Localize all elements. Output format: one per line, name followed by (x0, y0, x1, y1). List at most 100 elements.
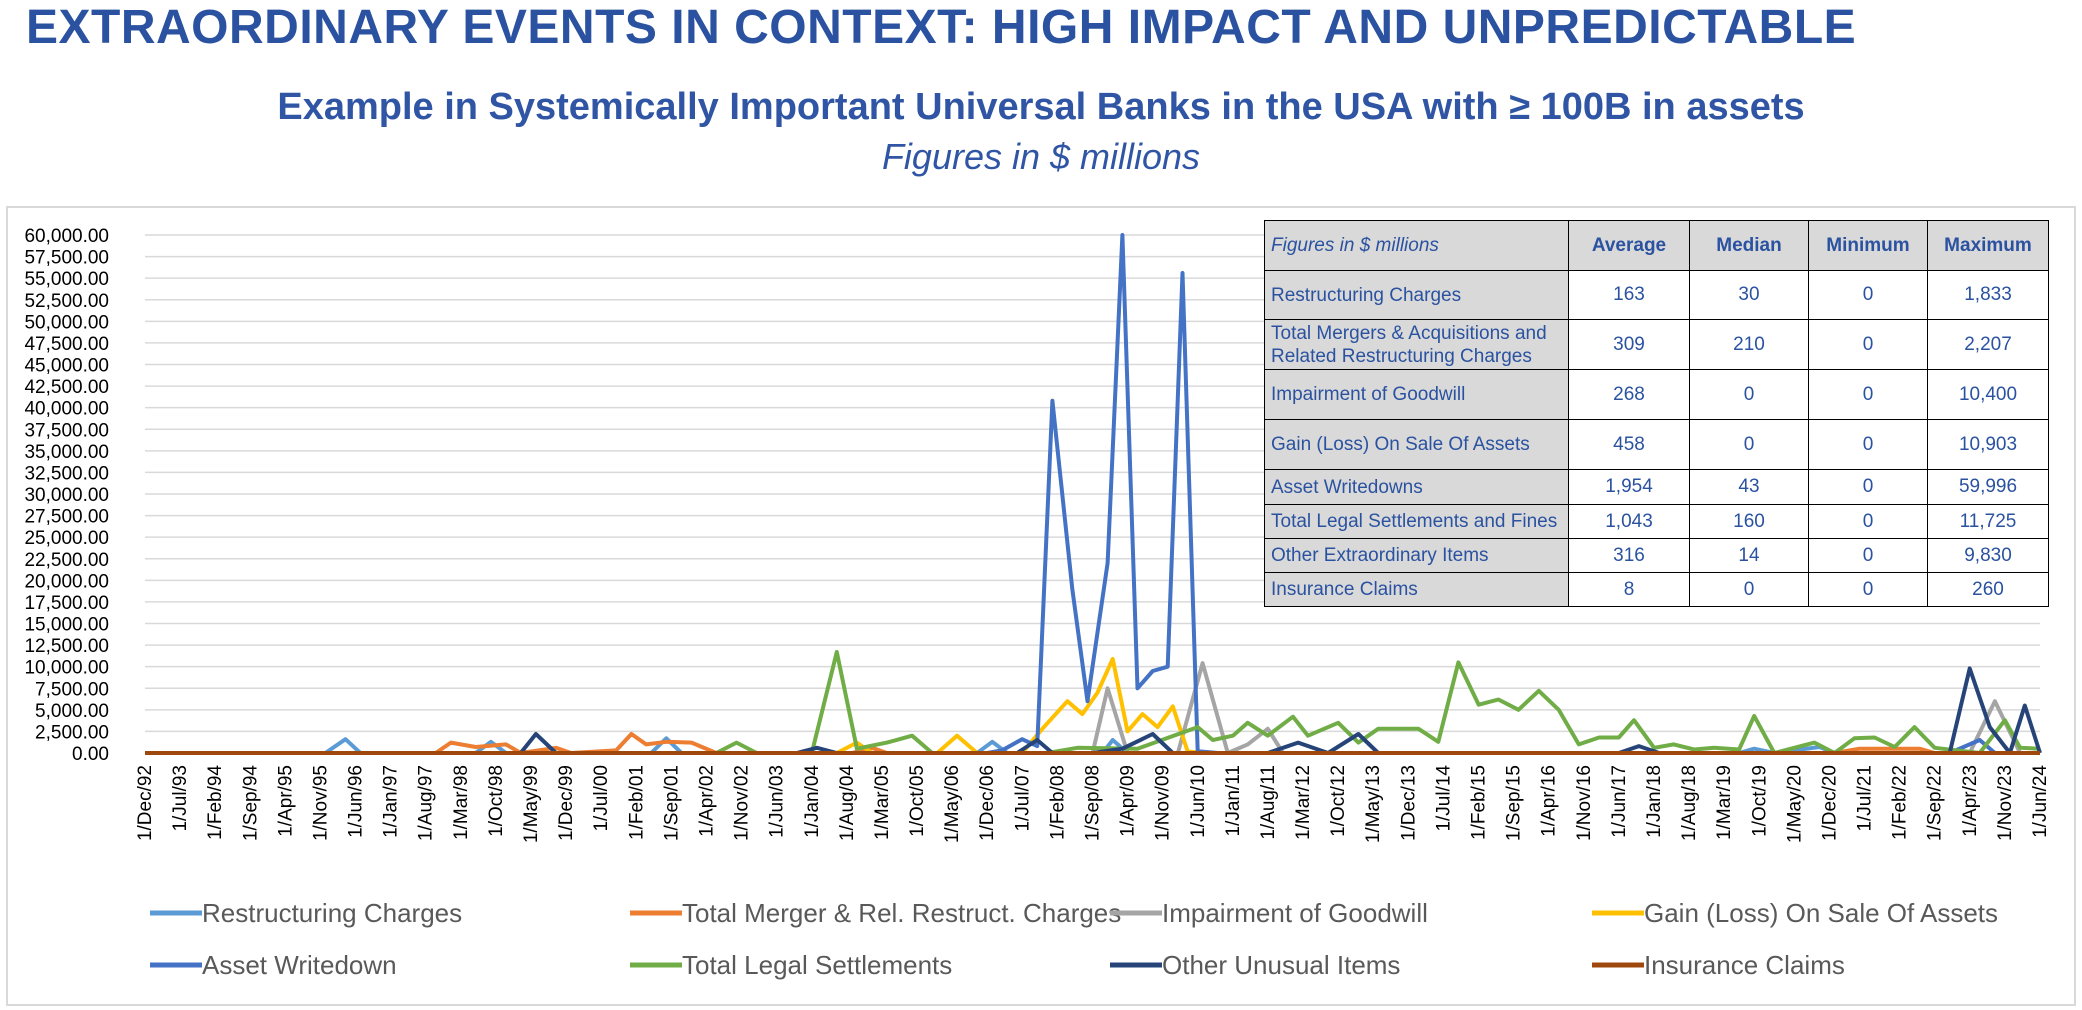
y-tick-label: 32,500.00 (24, 463, 109, 484)
cell-minimum: 0 (1808, 572, 1928, 607)
x-tick-label: 1/Nov/09 (1153, 765, 1174, 841)
x-tick-label: 1/Jun/96 (346, 765, 367, 838)
table-row: Restructuring Charges 163 30 0 1,833 (1264, 270, 2049, 320)
y-tick-label: 25,000.00 (24, 528, 109, 549)
x-tick-label: 1/Oct/05 (907, 765, 928, 837)
y-tick-label: 22,500.00 (24, 550, 109, 571)
cell-maximum: 260 (1927, 572, 2049, 607)
x-tick-label: 1/Dec/06 (977, 765, 998, 841)
series-line-total-merger-rel-restruct-charges (145, 732, 2040, 755)
main-title: EXTRAORDINARY EVENTS IN CONTEXT: HIGH IM… (26, 1, 1857, 54)
cell-maximum: 1,833 (1927, 270, 2049, 320)
cell-median: 0 (1689, 369, 1809, 420)
y-tick-label: 15,000.00 (24, 615, 109, 636)
x-tick-label: 1/Jun/17 (1609, 765, 1630, 838)
table-row: Impairment of Goodwill 268 0 0 10,400 (1264, 369, 2049, 420)
row-label: Total Mergers & Acquisitions and Related… (1264, 319, 1569, 370)
cell-average: 163 (1568, 270, 1690, 320)
x-tick-label: 1/Oct/98 (486, 765, 507, 837)
y-tick-label: 60,000.00 (24, 226, 109, 247)
cell-maximum: 9,830 (1927, 538, 2049, 573)
row-label: Restructuring Charges (1264, 270, 1569, 320)
legend-label: Other Unusual Items (1162, 950, 1400, 980)
cell-minimum: 0 (1808, 369, 1928, 420)
y-tick-label: 50,000.00 (24, 312, 109, 333)
row-label: Other Extraordinary Items (1264, 538, 1569, 573)
legend-label: Total Legal Settlements (682, 950, 952, 980)
x-tick-label: 1/Sep/08 (1083, 765, 1104, 841)
cell-median: 160 (1689, 504, 1809, 539)
y-tick-label: 55,000.00 (24, 269, 109, 290)
y-tick-label: 40,000.00 (24, 399, 109, 420)
x-tick-label: 1/Nov/23 (1995, 765, 2016, 841)
x-tick-label: 1/Dec/99 (556, 765, 577, 841)
x-tick-label: 1/Jan/11 (1223, 765, 1244, 836)
cell-minimum: 0 (1808, 270, 1928, 320)
x-tick-label: 1/Dec/20 (1819, 765, 1840, 841)
x-tick-label: 1/Sep/22 (1925, 765, 1946, 841)
x-tick-label: 1/Mar/12 (1293, 765, 1314, 840)
x-tick-label: 1/Jul/00 (591, 765, 612, 832)
y-tick-label: 12,500.00 (24, 636, 109, 657)
x-tick-label: 1/Oct/19 (1749, 765, 1770, 837)
y-tick-label: 2,500.00 (35, 722, 109, 743)
cell-maximum: 10,903 (1927, 419, 2049, 470)
col-maximum: Maximum (1927, 220, 2049, 271)
y-tick-label: 47,500.00 (24, 334, 109, 355)
cell-median: 43 (1689, 469, 1809, 505)
cell-maximum: 2,207 (1927, 319, 2049, 370)
x-tick-label: 1/Sep/15 (1504, 765, 1525, 841)
cell-maximum: 59,996 (1927, 469, 2049, 505)
table-row: Other Extraordinary Items 316 14 0 9,830 (1264, 538, 2049, 573)
y-tick-label: 0.00 (72, 744, 109, 765)
cell-average: 309 (1568, 319, 1690, 370)
legend-label: Insurance Claims (1644, 950, 1845, 980)
x-tick-label: 1/May/13 (1363, 765, 1384, 843)
stats-header-row: Figures in $ millions Average Median Min… (1264, 220, 2049, 271)
col-average: Average (1568, 220, 1690, 271)
table-row: Asset Writedowns 1,954 43 0 59,996 (1264, 469, 2049, 505)
table-row: Total Mergers & Acquisitions and Related… (1264, 319, 2049, 370)
x-tick-label: 1/Aug/04 (837, 765, 858, 841)
x-tick-label: 1/Jan/04 (802, 765, 823, 838)
x-tick-label: 1/Dec/92 (135, 765, 156, 841)
legend-label: Restructuring Charges (202, 898, 462, 928)
stats-corner-label: Figures in $ millions (1264, 220, 1569, 271)
legend-label: Total Merger & Rel. Restruct. Charges (682, 898, 1121, 928)
cell-median: 30 (1689, 270, 1809, 320)
x-tick-label: 1/Nov/95 (310, 765, 331, 841)
x-tick-label: 1/Jan/97 (381, 765, 402, 838)
x-tick-label: 1/Apr/02 (696, 765, 717, 837)
x-tick-label: 1/Apr/16 (1539, 765, 1560, 837)
x-tick-label: 1/May/20 (1784, 765, 1805, 843)
x-tick-label: 1/Mar/98 (451, 765, 472, 840)
y-tick-label: 35,000.00 (24, 442, 109, 463)
x-tick-label: 1/Nov/02 (732, 765, 753, 841)
cell-average: 1,043 (1568, 504, 1690, 539)
cell-median: 0 (1689, 572, 1809, 607)
x-tick-label: 1/Mar/19 (1714, 765, 1735, 840)
x-tick-label: 1/Sep/01 (661, 765, 682, 841)
cell-average: 458 (1568, 419, 1690, 470)
stats-table: Figures in $ millions Average Median Min… (1264, 220, 2049, 607)
x-tick-label: 1/Jun/24 (2030, 765, 2051, 838)
series-line-other-unusual-items (145, 666, 2042, 755)
x-tick-label: 1/Aug/18 (1679, 765, 1700, 841)
y-tick-label: 17,500.00 (24, 593, 109, 614)
x-tick-label: 1/Mar/05 (872, 765, 893, 840)
cell-maximum: 10,400 (1927, 369, 2049, 420)
series-lines (145, 233, 2042, 755)
x-tick-label: 1/Feb/94 (205, 765, 226, 840)
y-tick-label: 37,500.00 (24, 420, 109, 441)
row-label: Impairment of Goodwill (1264, 369, 1569, 420)
cell-minimum: 0 (1808, 419, 1928, 470)
x-tick-label: 1/Jan/18 (1644, 765, 1665, 838)
table-row: Insurance Claims 8 0 0 260 (1264, 572, 2049, 607)
cell-average: 268 (1568, 369, 1690, 420)
x-tick-label: 1/Nov/16 (1574, 765, 1595, 841)
col-median: Median (1689, 220, 1809, 271)
x-tick-label: 1/May/99 (521, 765, 542, 843)
row-label: Insurance Claims (1264, 572, 1569, 607)
x-tick-label: 1/Aug/97 (416, 765, 437, 841)
